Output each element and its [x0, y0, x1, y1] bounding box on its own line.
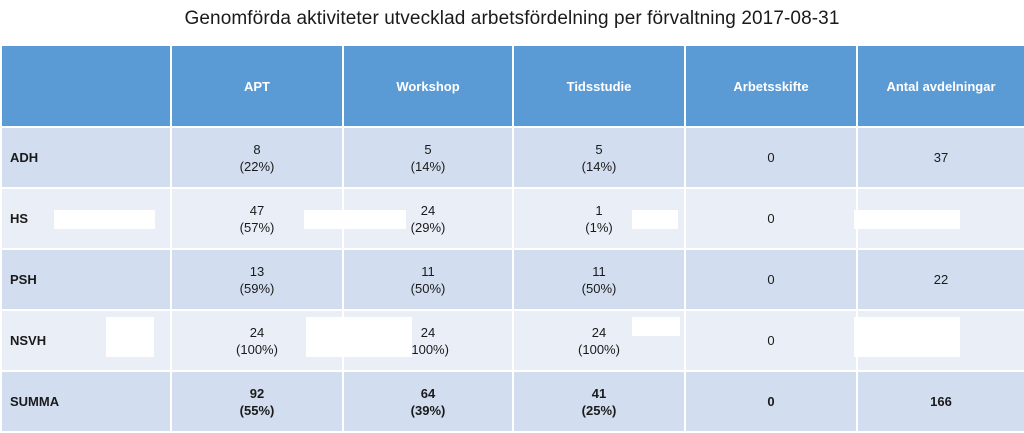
row-label-text: ADH	[10, 150, 39, 165]
row-label-text: NSVH	[10, 333, 47, 348]
tidsstudie-cell: 41 (25%)	[512, 370, 686, 433]
tidsstudie-cell: 1 (1%)	[512, 187, 686, 250]
row-label: HS	[0, 187, 172, 250]
table-row-total: SUMMA 92 (55%) 64 (39%) 41 (25%) 0 166	[0, 370, 1024, 433]
header-workshop: Workshop	[342, 44, 514, 128]
redaction-box	[54, 210, 155, 229]
tidsstudie-cell: 11 (50%)	[512, 248, 686, 311]
cell-value: 24	[420, 202, 436, 218]
cell-value: 11	[592, 263, 606, 279]
workshop-cell: 24 (100%)	[342, 309, 514, 372]
workshop-cell: 24 (29%)	[342, 187, 514, 250]
cell-value: 47	[249, 202, 265, 218]
cell-percent: (55%)	[239, 402, 275, 418]
cell-value: 5	[595, 141, 603, 157]
apt-cell: 47 (57%)	[170, 187, 344, 250]
header-corner	[0, 44, 172, 128]
cell-value: 24	[249, 324, 265, 340]
redaction-box	[304, 210, 344, 229]
cell-value: 5	[424, 141, 432, 157]
apt-cell: 13 (59%)	[170, 248, 344, 311]
activity-table: APT Workshop Tidsstudie Arbetsskifte Ant…	[0, 44, 1024, 433]
header-arbetsskifte: Arbetsskifte	[684, 44, 858, 128]
table-title: Genomförda aktiviteter utvecklad arbetsf…	[184, 8, 840, 29]
avdelningar-cell: 22	[856, 248, 1024, 311]
table-row: ADH 8 (22%) 5 (14%) 5 (14%) 0 37	[0, 126, 1024, 189]
cell-value: 41	[591, 385, 607, 401]
redaction-box	[854, 210, 960, 229]
avdelningar-cell: 83	[854, 187, 1024, 250]
arbetsskifte-cell: 0	[684, 248, 858, 311]
cell-value: 11	[421, 263, 435, 279]
header-row: APT Workshop Tidsstudie Arbetsskifte Ant…	[0, 44, 1024, 128]
redaction-box	[106, 317, 154, 357]
row-label-text: HS	[10, 211, 29, 226]
cell-value: 8	[253, 141, 261, 157]
redaction-box	[632, 317, 680, 336]
table-row: PSH 13 (59%) 11 (50%) 11 (50%) 0 22	[0, 248, 1024, 311]
workshop-cell: 64 (39%)	[342, 370, 514, 433]
cell-value: 13	[249, 263, 265, 279]
cell-percent: (100%)	[236, 341, 278, 357]
apt-cell: 92 (55%)	[170, 370, 344, 433]
cell-percent: (25%)	[581, 402, 617, 418]
avdelningar-cell: 37	[856, 126, 1024, 189]
workshop-cell: 11 (50%)	[342, 248, 514, 311]
cell-value: 24	[591, 324, 607, 340]
row-label: NSVH	[0, 309, 172, 372]
apt-cell: 8 (22%)	[170, 126, 344, 189]
cell-percent: (1%)	[585, 219, 613, 235]
cell-percent: (50%)	[581, 280, 617, 296]
cell-percent: (50%)	[410, 280, 446, 296]
redaction-box	[306, 317, 344, 357]
header-tidsstudie: Tidsstudie	[512, 44, 686, 128]
redaction-box	[344, 317, 412, 357]
avdelningar-cell: 24	[854, 309, 1024, 372]
row-label: ADH	[0, 126, 172, 189]
redaction-box	[632, 210, 678, 229]
cell-percent: (57%)	[239, 219, 275, 235]
cell-percent: (59%)	[239, 280, 275, 296]
cell-value: 92	[249, 385, 265, 401]
arbetsskifte-cell: 0	[684, 370, 858, 433]
arbetsskifte-cell: 0	[684, 309, 858, 372]
workshop-cell: 5 (14%)	[342, 126, 514, 189]
cell-percent: (39%)	[410, 402, 446, 418]
cell-percent: (14%)	[581, 158, 617, 174]
header-apt: APT	[170, 44, 344, 128]
redaction-box	[854, 317, 960, 357]
cell-percent: (29%)	[410, 219, 446, 235]
header-antal-avdelningar: Antal avdelningar	[856, 44, 1024, 128]
tidsstudie-cell: 24 (100%)	[512, 309, 686, 372]
arbetsskifte-cell: 0	[684, 187, 858, 250]
apt-cell: 24 (100%)	[170, 309, 344, 372]
cell-value: 1	[595, 202, 603, 218]
cell-percent: (100%)	[578, 341, 620, 357]
cell-percent: (22%)	[239, 158, 275, 174]
cell-value: 24	[420, 324, 436, 340]
avdelningar-cell: 166	[856, 370, 1024, 433]
cell-percent: (100%)	[407, 341, 449, 357]
row-label-text: PSH	[10, 272, 37, 287]
table-row: HS 47(57%) 24(29%) 1(1%) 0 83	[0, 187, 1024, 250]
table-row: NSVH 24(100%) 24(100%) 24(100%) 0 24	[0, 309, 1024, 372]
cell-percent: (14%)	[410, 158, 446, 174]
cell-value: 64	[420, 385, 436, 401]
tidsstudie-cell: 5 (14%)	[512, 126, 686, 189]
arbetsskifte-cell: 0	[684, 126, 858, 189]
row-label: PSH	[0, 248, 172, 311]
redaction-box	[344, 210, 406, 229]
row-label-text: SUMMA	[10, 394, 60, 409]
row-label: SUMMA	[0, 370, 172, 433]
